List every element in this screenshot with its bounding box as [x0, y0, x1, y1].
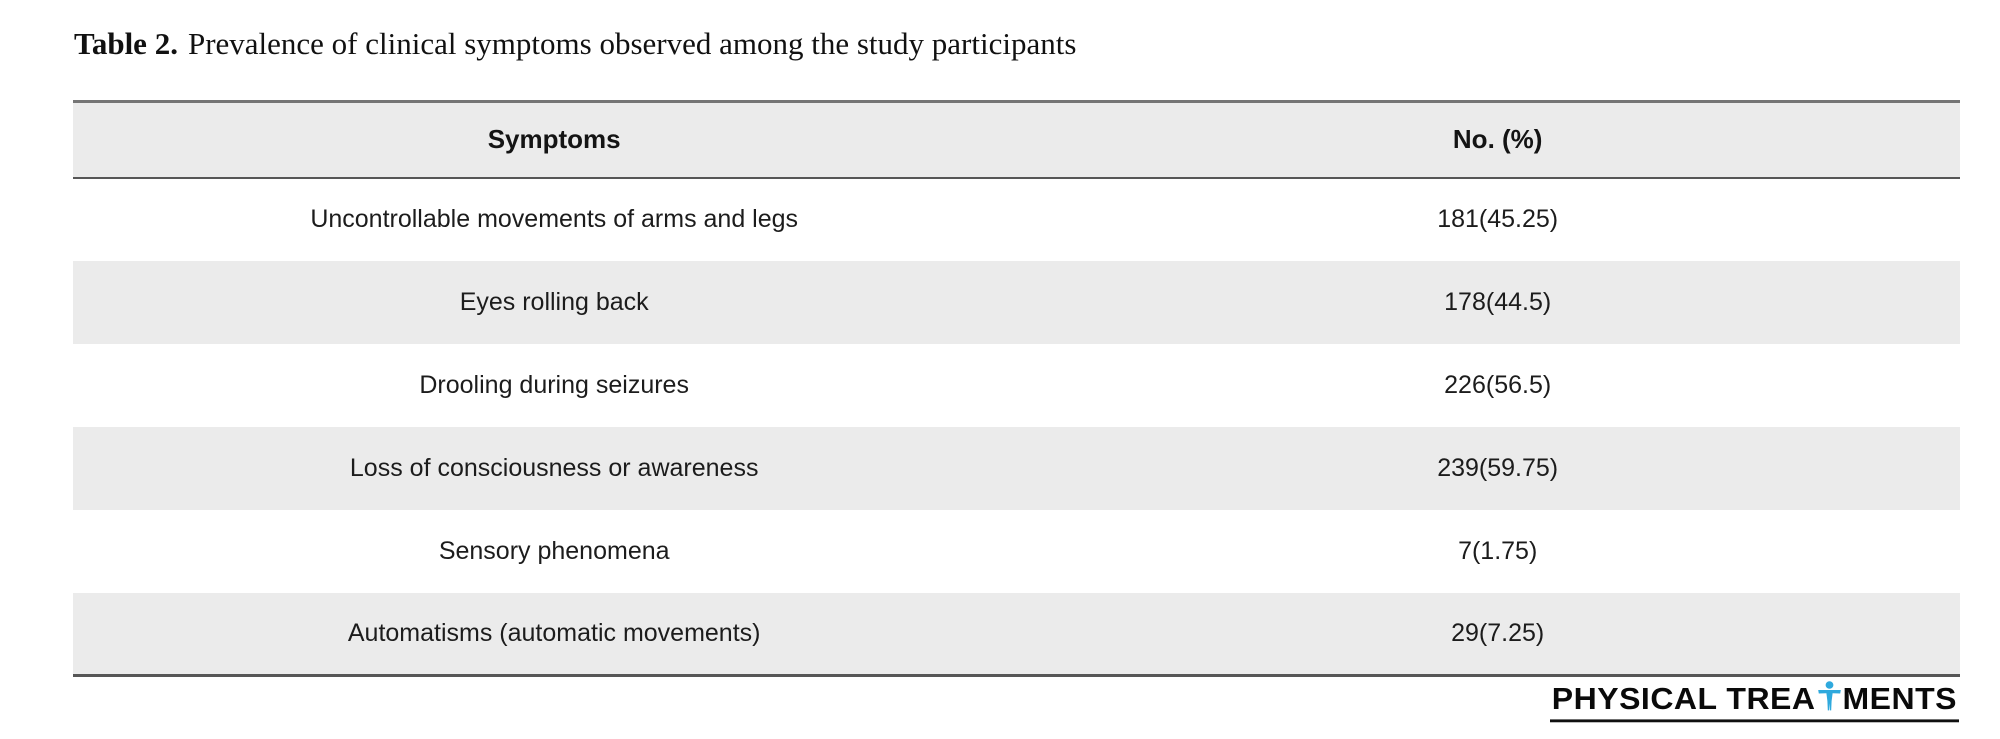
symptom-cell: Uncontrollable movements of arms and leg… — [310, 205, 799, 233]
symptom-cell: Loss of consciousness or awareness — [349, 453, 759, 482]
symptom-cell: Sensory phenomena — [438, 536, 670, 565]
logo-text-left: PHYSICAL TREA — [1551, 681, 1816, 716]
table-row: Uncontrollable movements of arms and leg… — [73, 178, 1960, 261]
value-cell: 239(59.75) — [1437, 453, 1559, 482]
value-cell: 181(45.25) — [1437, 205, 1559, 233]
table-row: Automatisms (automatic movements) 29(7.2… — [73, 592, 1960, 677]
value-cell: 7(1.75) — [1458, 536, 1538, 565]
symptom-cell: Automatisms (automatic movements) — [73, 592, 1036, 677]
symptom-cell: Eyes rolling back — [459, 287, 649, 316]
column-header-no-pct: No. (%) — [1035, 100, 1960, 179]
table-caption: Table 2. Prevalence of clinical symptoms … — [74, 26, 1076, 62]
symptom-cell: Drooling during seizures — [419, 370, 689, 399]
value-cell: 178(44.5) — [1444, 287, 1552, 316]
logo-text-right: MENTS — [1842, 681, 1957, 716]
journal-logo: PHYSICAL TREA MENTS — [1549, 681, 1959, 723]
table-row: Eyes rolling back 178(44.5) — [73, 260, 1960, 344]
value-cell: 226(56.5) — [1444, 370, 1552, 399]
table-header-row: Symptoms No. (%) — [73, 100, 1960, 179]
table-caption-label: Table 2. — [74, 26, 178, 61]
human-figure-icon — [1817, 681, 1841, 711]
value-cell: 29(7.25) — [1035, 592, 1960, 677]
table-row: Sensory phenomena 7(1.75) — [73, 510, 1960, 593]
table-row: Drooling during seizures 226(56.5) — [73, 344, 1960, 427]
table-caption-text: Prevalence of clinical symptoms observed… — [187, 26, 1077, 61]
column-header-symptoms: Symptoms — [73, 100, 1036, 179]
symptoms-table: Symptoms No. (%) Uncontrollable movement… — [73, 100, 1960, 677]
table-row: Loss of consciousness or awareness 239(5… — [73, 426, 1960, 510]
